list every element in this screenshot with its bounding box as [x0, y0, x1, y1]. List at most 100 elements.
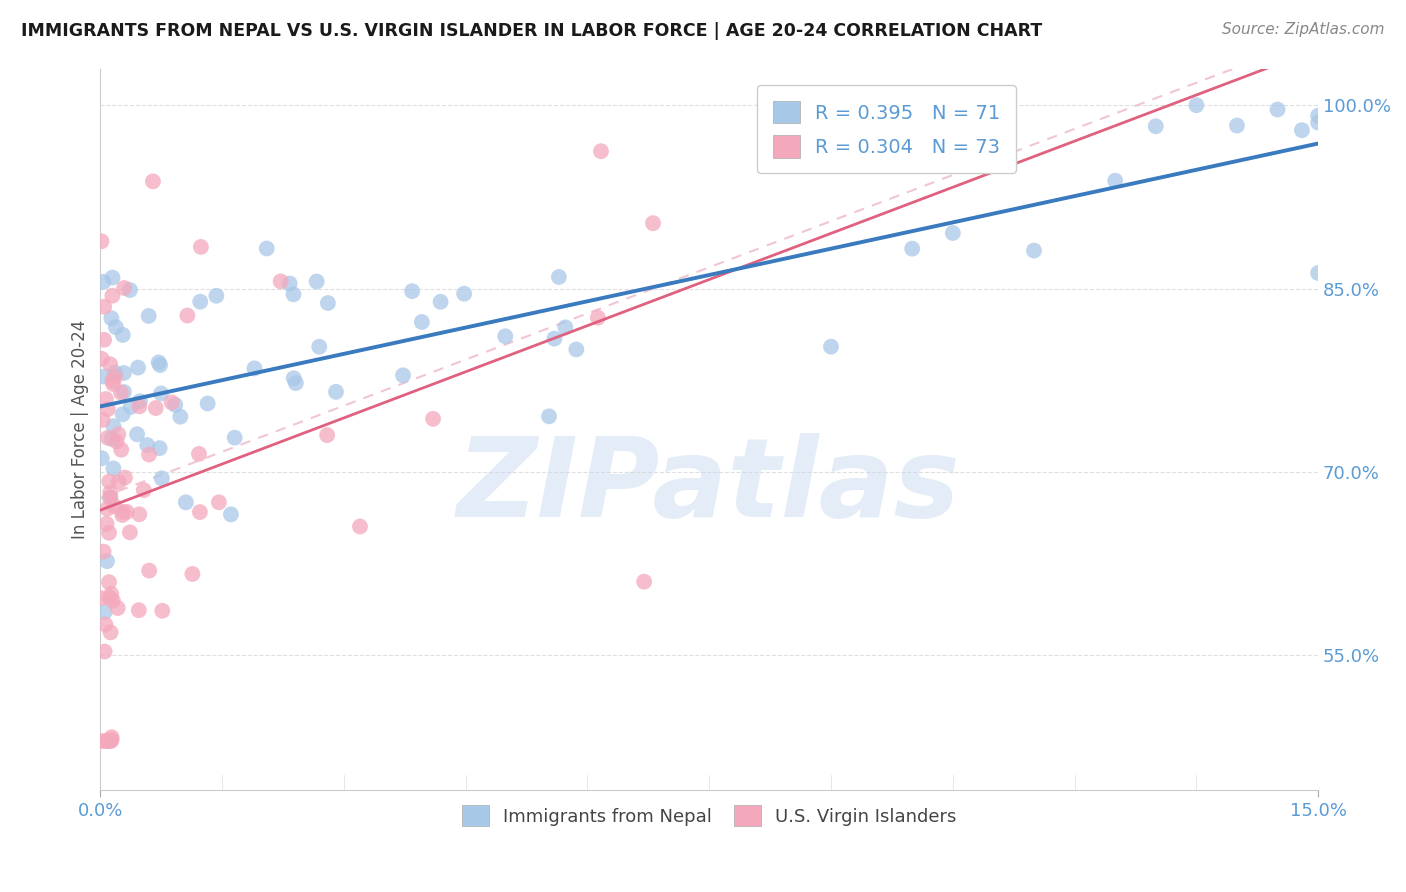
Point: [1308, 109, 1330, 123]
Point: [205, 289, 228, 303]
Point: [97, 734, 120, 748]
Point: [422, 412, 444, 426]
Point: [188, 505, 211, 519]
Point: [98, 475, 121, 489]
Point: [100, 730, 122, 744]
Point: [138, 448, 160, 462]
Point: [188, 447, 211, 461]
Point: [112, 366, 135, 380]
Point: [349, 519, 371, 533]
Point: [93, 333, 115, 347]
Point: [112, 384, 135, 399]
Point: [305, 275, 328, 289]
Point: [138, 309, 160, 323]
Point: [90, 351, 112, 366]
Point: [256, 242, 278, 256]
Point: [633, 574, 655, 589]
Point: [641, 216, 664, 230]
Point: [97, 431, 120, 445]
Point: [160, 395, 183, 409]
Point: [112, 281, 135, 295]
Point: [283, 287, 305, 301]
Point: [96, 554, 118, 568]
Point: [118, 525, 141, 540]
Point: [128, 508, 150, 522]
Point: [1226, 119, 1249, 133]
Point: [115, 505, 138, 519]
Point: [316, 428, 339, 442]
Point: [90, 591, 112, 606]
Point: [98, 734, 121, 748]
Point: [1308, 115, 1330, 129]
Point: [104, 369, 127, 384]
Point: [104, 320, 127, 334]
Point: [93, 544, 115, 558]
Point: [411, 315, 433, 329]
Point: [565, 343, 588, 357]
Point: [197, 396, 219, 410]
Point: [111, 328, 134, 343]
Point: [589, 145, 612, 159]
Point: [453, 286, 475, 301]
Point: [1022, 244, 1045, 258]
Point: [1308, 266, 1330, 280]
Point: [94, 392, 117, 406]
Point: [278, 277, 301, 291]
Point: [1291, 123, 1313, 137]
Point: [100, 734, 122, 748]
Text: IMMIGRANTS FROM NEPAL VS U.S. VIRGIN ISLANDER IN LABOR FORCE | AGE 20-24 CORRELA: IMMIGRANTS FROM NEPAL VS U.S. VIRGIN ISL…: [21, 22, 1042, 40]
Point: [554, 320, 576, 334]
Point: [165, 398, 187, 412]
Text: ZIPatlas: ZIPatlas: [457, 434, 962, 541]
Point: [96, 501, 118, 516]
Point: [97, 402, 120, 417]
Point: [150, 604, 173, 618]
Point: [90, 734, 112, 748]
Point: [208, 495, 231, 509]
Point: [110, 385, 132, 400]
Point: [110, 442, 132, 457]
Point: [103, 377, 125, 392]
Point: [94, 734, 117, 748]
Point: [1104, 174, 1126, 188]
Point: [118, 283, 141, 297]
Point: [98, 575, 121, 590]
Point: [1185, 98, 1208, 112]
Point: [145, 401, 167, 415]
Point: [98, 485, 121, 500]
Point: [103, 461, 125, 475]
Point: [392, 368, 415, 383]
Point: [548, 270, 571, 285]
Point: [308, 340, 330, 354]
Point: [93, 605, 115, 619]
Text: Source: ZipAtlas.com: Source: ZipAtlas.com: [1222, 22, 1385, 37]
Point: [429, 294, 451, 309]
Point: [100, 587, 122, 601]
Point: [98, 491, 121, 505]
Point: [128, 400, 150, 414]
Point: [316, 296, 339, 310]
Point: [401, 284, 423, 298]
Point: [100, 625, 122, 640]
Point: [93, 300, 115, 314]
Point: [111, 407, 134, 421]
Point: [104, 366, 127, 380]
Point: [98, 591, 121, 605]
Point: [149, 441, 172, 455]
Point: [128, 603, 150, 617]
Point: [283, 371, 305, 385]
Point: [142, 174, 165, 188]
Point: [101, 289, 124, 303]
Point: [149, 358, 172, 372]
Point: [219, 508, 242, 522]
Point: [107, 601, 129, 615]
Point: [537, 409, 560, 424]
Point: [125, 427, 148, 442]
Point: [127, 360, 149, 375]
Legend: Immigrants from Nepal, U.S. Virgin Islanders: Immigrants from Nepal, U.S. Virgin Islan…: [453, 796, 966, 835]
Point: [91, 413, 114, 427]
Point: [129, 394, 152, 409]
Point: [132, 483, 155, 497]
Point: [94, 617, 117, 632]
Point: [105, 434, 128, 449]
